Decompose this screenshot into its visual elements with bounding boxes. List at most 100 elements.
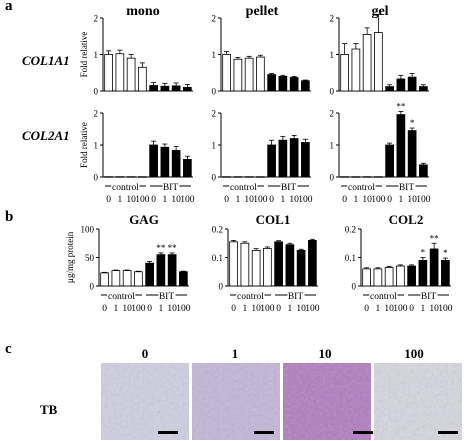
bar	[149, 144, 158, 178]
bar	[351, 48, 361, 92]
bar	[244, 57, 254, 92]
bar	[160, 146, 170, 178]
y-tick-label: 0.2	[212, 225, 223, 235]
bar	[115, 53, 125, 92]
bar	[233, 58, 243, 92]
bar	[263, 247, 272, 287]
bar	[267, 74, 276, 92]
bar	[222, 54, 231, 92]
significance-marker: **	[430, 233, 440, 243]
bar	[419, 164, 428, 178]
y-axis-label: Fold relative	[79, 122, 89, 168]
dose-label: 10	[126, 195, 136, 205]
significance-marker: **	[396, 101, 406, 111]
dose-label: 1	[399, 195, 404, 205]
y-tick-label: 100	[81, 225, 95, 235]
group-label-bit: BIT	[399, 183, 415, 193]
row-label-col2a1: COL2A1	[22, 128, 70, 143]
histology-image-0	[101, 363, 189, 440]
scale-bar	[254, 431, 274, 434]
bar	[385, 86, 394, 92]
dose-label: 0	[147, 304, 152, 314]
y-tick-label: 0	[94, 87, 99, 97]
significance-marker: **	[156, 243, 166, 253]
dose-label: 10	[362, 195, 372, 205]
bar	[126, 176, 136, 178]
bar	[418, 259, 428, 287]
y-axis-label: µg/mg protein	[65, 231, 75, 283]
bar	[289, 77, 299, 92]
bar	[267, 144, 276, 178]
dose-label: 10	[122, 304, 132, 314]
y-tick-label: 2	[94, 109, 99, 119]
dose-label: 1	[114, 304, 119, 314]
y-tick-label: 0	[330, 87, 335, 97]
dose-label: 1	[354, 195, 359, 205]
y-tick-label: 0.1	[212, 253, 223, 263]
bar	[278, 139, 288, 178]
bar	[179, 271, 188, 287]
bar	[183, 86, 192, 92]
group-label-control: control	[112, 183, 139, 193]
group-label-control: control	[237, 292, 264, 302]
bar	[256, 56, 265, 92]
bar	[171, 150, 181, 178]
bar-chart-5: 012***	[330, 101, 429, 183]
group-label-control: control	[108, 292, 135, 302]
y-tick-label: 50	[85, 253, 95, 263]
bar	[251, 249, 261, 287]
dose-label: 1	[288, 304, 293, 314]
dose-label: 1	[421, 304, 426, 314]
significance-marker: *	[443, 248, 448, 258]
chart-title: GAG	[129, 212, 159, 227]
bar-chart-4: 0 1 2	[212, 109, 311, 183]
dose-label: 0	[409, 304, 414, 314]
dose-label: 0	[364, 304, 369, 314]
dose-label: 0	[151, 195, 156, 205]
bar	[374, 32, 383, 92]
bar	[104, 176, 113, 178]
bar	[229, 241, 238, 287]
panel-c-row-label: TB	[40, 402, 58, 417]
dose-label: 0	[387, 195, 392, 205]
bar	[278, 76, 288, 92]
dose-label: 10	[407, 195, 417, 205]
dose-label: 100	[305, 304, 320, 314]
bar-chart-0: 0 1 2 Fold relative	[79, 14, 193, 97]
bar	[362, 268, 371, 287]
bar	[407, 76, 417, 92]
dose-label: 100	[438, 304, 453, 314]
bar	[308, 239, 317, 287]
y-tick-label: 1	[212, 141, 217, 151]
dose-label: 1	[159, 304, 164, 314]
bar	[104, 54, 113, 92]
dose-label: 1	[243, 304, 248, 314]
significance-marker: *	[410, 118, 415, 128]
bar	[362, 176, 372, 178]
bar-chart-1: 0 1 2	[212, 14, 311, 97]
bar	[138, 176, 147, 178]
image-label-100: 100	[404, 346, 424, 361]
dose-label: 1	[236, 195, 241, 205]
bar	[122, 270, 132, 287]
y-tick-label: 2	[330, 109, 335, 119]
column-title-mono: mono	[126, 4, 159, 19]
bar	[301, 142, 310, 178]
bar	[373, 268, 383, 287]
image-label-10: 10	[319, 346, 332, 361]
y-tick-label: 0	[212, 87, 217, 97]
group-label-bit: BIT	[163, 183, 179, 193]
y-tick-label: 1	[212, 50, 217, 60]
y-tick-label: 0	[212, 173, 217, 183]
y-tick-label: 0	[90, 282, 95, 292]
row-label-col1a1: COL1A1	[22, 53, 70, 68]
bar	[183, 158, 192, 178]
group-label-bit: BIT	[159, 292, 175, 302]
dose-label: 0	[106, 195, 111, 205]
bar	[244, 176, 254, 178]
bar	[160, 85, 170, 92]
bar	[362, 34, 372, 92]
bar	[285, 244, 295, 287]
